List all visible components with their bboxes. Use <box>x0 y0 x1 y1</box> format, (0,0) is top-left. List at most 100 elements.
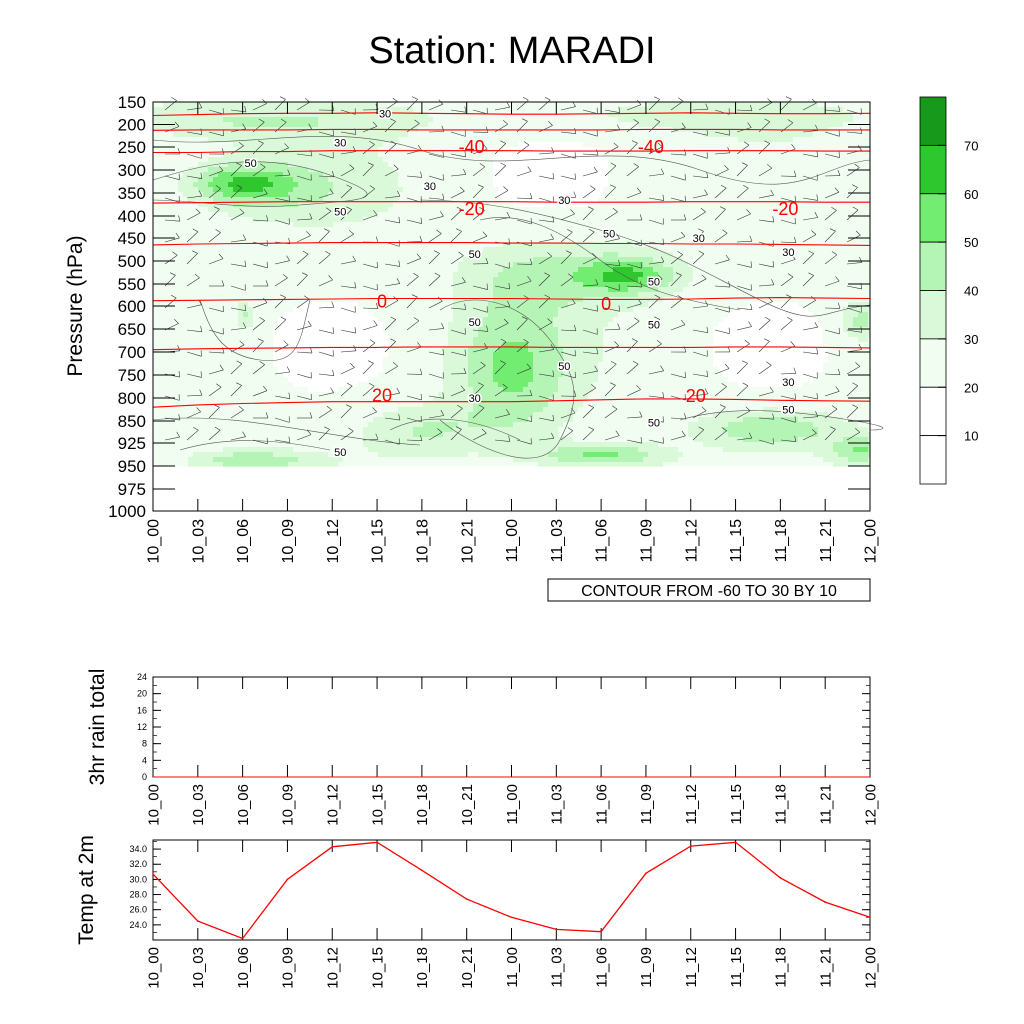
wind-barb-flag <box>369 141 375 145</box>
shade-cell <box>398 177 494 183</box>
shade-cell <box>713 337 824 343</box>
wind-barb-flag <box>375 433 379 440</box>
wind-barb-flag <box>526 363 532 369</box>
shade-cell <box>493 292 639 298</box>
temp-time-tick-label: 12_00 <box>862 947 879 989</box>
shade-cell <box>663 462 834 467</box>
wind-barb-flag <box>750 303 753 310</box>
wind-barb <box>538 417 554 422</box>
shade-cell <box>668 282 689 288</box>
wind-barb-flag <box>372 407 377 413</box>
wind-barb <box>516 197 533 199</box>
rain-y-tick-label: 24 <box>137 672 147 682</box>
colorbar-label: 40 <box>964 284 978 299</box>
temp-data-point <box>869 916 871 919</box>
shade-cell <box>868 337 871 343</box>
wind-barb <box>714 406 726 419</box>
shade-cell <box>473 402 549 408</box>
wind-barb-flag <box>502 383 508 388</box>
wind-barb <box>208 109 224 115</box>
wind-barb-flag <box>325 250 331 255</box>
humidity-contour-label: 50 <box>648 417 660 429</box>
wind-barb-flag <box>785 294 792 298</box>
wind-barb-flag <box>837 169 841 176</box>
wind-barb-flag <box>175 232 180 239</box>
wind-barb <box>670 324 686 331</box>
wind-barb <box>648 395 664 399</box>
shade-cell <box>298 182 334 188</box>
shade-cell <box>483 317 554 323</box>
wind-barb-flag <box>221 280 225 287</box>
shade-cell <box>153 312 239 318</box>
wind-barb <box>626 166 639 177</box>
wind-barb <box>186 212 201 221</box>
shade-cell <box>423 422 459 428</box>
rain-time-tick-label: 11_06 <box>593 784 610 825</box>
shade-cell <box>383 322 449 328</box>
shade-cell <box>153 347 274 353</box>
wind-barb <box>318 306 335 309</box>
shade-cell <box>378 452 469 458</box>
wind-barb-flag <box>614 341 619 347</box>
shade-cell <box>603 332 714 338</box>
wind-barb-flag <box>461 277 466 283</box>
wind-barb-flag <box>808 272 814 276</box>
shade-cell <box>223 447 294 453</box>
rain-time-tick-label: 10_06 <box>235 784 252 826</box>
wind-barb-flag <box>414 119 420 124</box>
wind-barb <box>230 212 245 221</box>
shade-cell <box>378 372 444 378</box>
wind-barb-flag <box>704 388 709 395</box>
wind-barb <box>604 211 618 221</box>
shade-cell <box>818 372 871 378</box>
wind-barb-flag <box>677 295 683 299</box>
wind-barb-flag <box>530 192 533 199</box>
wind-barb <box>604 408 618 419</box>
wind-barb-flag <box>200 172 203 179</box>
shade-cell <box>533 357 564 363</box>
pressure-tick-label: 700 <box>118 343 146 362</box>
wind-barb <box>714 368 730 375</box>
shade-cell <box>618 117 854 123</box>
shade-cell <box>553 392 589 398</box>
rain-time-tick-label: 10_00 <box>145 784 162 826</box>
wind-barb <box>846 262 862 265</box>
shade-cell <box>188 462 224 467</box>
pressure-tick-label: 350 <box>118 184 146 203</box>
wind-barb-flag <box>506 101 510 108</box>
wind-barb-flag <box>508 435 511 442</box>
shade-cell <box>238 317 254 323</box>
wind-barb-flag <box>704 300 709 307</box>
temperature-contour <box>152 242 871 246</box>
wind-barb-flag <box>280 118 287 123</box>
wind-barb <box>626 263 642 269</box>
shade-cell <box>443 362 469 368</box>
shade-cell <box>223 192 289 198</box>
wind-barb <box>758 319 771 331</box>
shade-cell <box>818 432 871 438</box>
wind-barb <box>736 343 750 353</box>
wind-barb <box>780 122 794 133</box>
wind-barb-flag <box>369 339 376 344</box>
wind-barb <box>472 186 484 199</box>
wind-barb <box>252 364 265 375</box>
shade-cell <box>713 362 824 368</box>
wind-barb <box>516 298 530 309</box>
wind-barb <box>274 174 291 177</box>
shade-cell <box>558 447 639 453</box>
wind-barb-flag <box>787 119 794 124</box>
wind-barb <box>780 197 796 203</box>
shade-cell <box>608 167 871 173</box>
shade-cell <box>368 447 559 453</box>
wind-barb <box>340 431 354 441</box>
shade-cell <box>833 462 871 467</box>
wind-barb <box>582 307 598 312</box>
wind-barb <box>296 299 310 309</box>
shade-cell <box>603 342 714 348</box>
colorbar-box <box>919 290 947 340</box>
wind-barb <box>340 307 356 313</box>
shade-cell <box>463 257 534 263</box>
wind-barb-flag <box>631 338 638 342</box>
wind-barb-flag <box>743 184 749 189</box>
colorbar-box <box>919 96 947 146</box>
